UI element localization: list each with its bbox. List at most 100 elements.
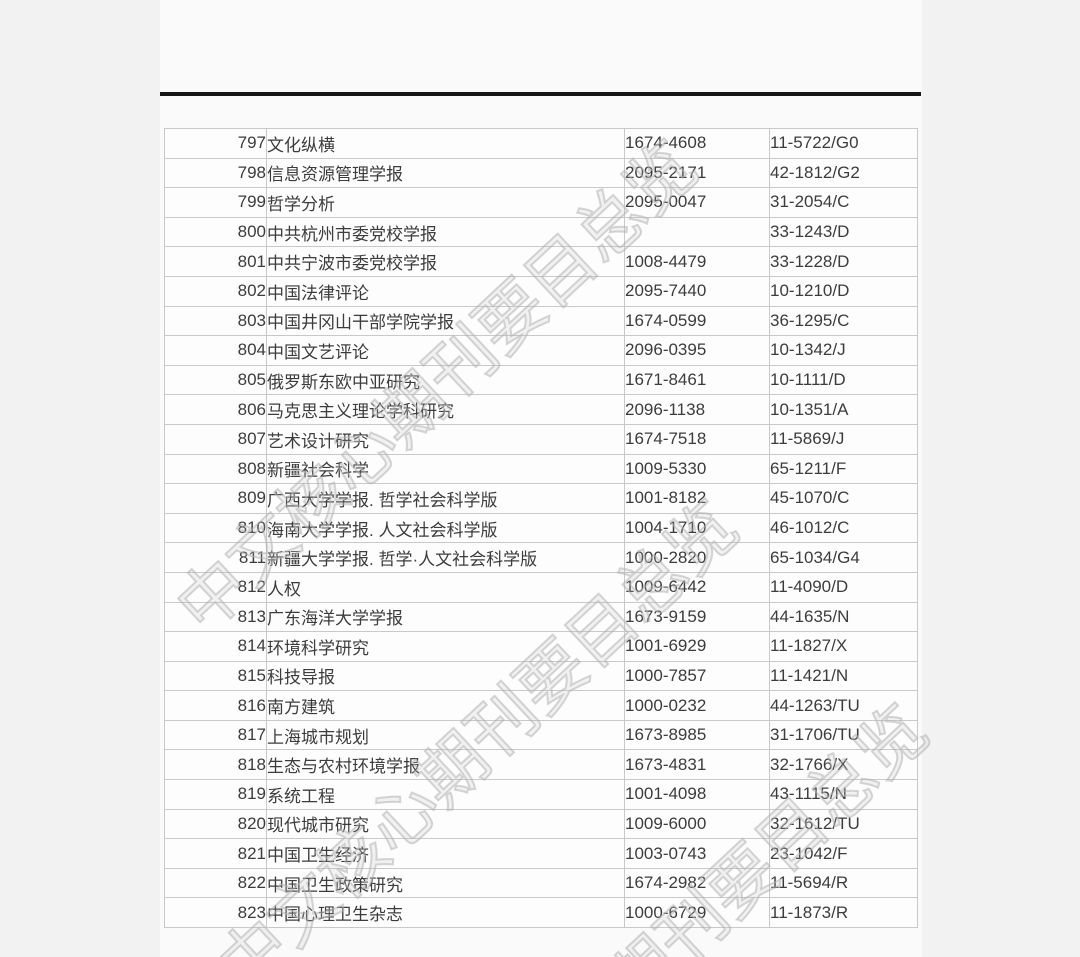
journal-table-body: 797 文化纵横 1674-4608 11-5722/G0 798 信息资源管理学报 209… bbox=[164, 128, 918, 929]
title-cell: 俄罗斯东欧中亚研究 bbox=[266, 364, 625, 396]
title-cell: 南方建筑 bbox=[266, 690, 625, 721]
cn-cell: 65-1034/G4 bbox=[769, 542, 918, 573]
issn-cell: 1000-7857 bbox=[624, 660, 770, 692]
title-cell: 广东海洋大学学报 bbox=[266, 601, 625, 633]
table-row: 807 艺术设计研究 1674-7518 11-5869/J bbox=[164, 423, 918, 455]
title-cell: 中国文艺评论 bbox=[266, 335, 625, 366]
table-row: 811 新疆大学学报. 哲学·人文社会科学版 1000-2820 65-1034/G4 bbox=[164, 542, 918, 573]
issn-cell: 1000-6729 bbox=[624, 897, 770, 929]
issn-cell: 1009-6000 bbox=[624, 808, 770, 840]
table-row: 822 中国卫生政策研究 1674-2982 11-5694/R bbox=[164, 867, 918, 899]
title-cell: 中国法律评论 bbox=[266, 275, 625, 307]
cn-cell: 42-1812/G2 bbox=[769, 157, 918, 189]
seq-cell: 814 bbox=[164, 631, 267, 662]
table-row: 798 信息资源管理学报 2095-2171 42-1812/G2 bbox=[164, 157, 918, 189]
cn-cell: 32-1766/X bbox=[769, 749, 918, 781]
title-cell: 新疆大学学报. 哲学·人文社会科学版 bbox=[266, 542, 625, 573]
title-cell: 广西大学学报. 哲学社会科学版 bbox=[266, 483, 625, 514]
seq-cell: 823 bbox=[164, 897, 267, 929]
cn-cell: 11-1827/X bbox=[769, 631, 918, 662]
journal-table: 797 文化纵横 1674-4608 11-5722/G0 798 信息资源管理学报 209… bbox=[164, 128, 918, 929]
cn-cell: 11-1421/N bbox=[769, 660, 918, 692]
issn-cell: 1671-8461 bbox=[624, 364, 770, 396]
seq-cell: 807 bbox=[164, 423, 267, 455]
seq-cell: 805 bbox=[164, 364, 267, 396]
cn-cell: 11-5869/J bbox=[769, 423, 918, 455]
issn-cell: 2095-0047 bbox=[624, 187, 770, 218]
title-cell: 现代城市研究 bbox=[266, 808, 625, 840]
table-row: 803 中国井冈山干部学院学报 1674-0599 36-1295/C bbox=[164, 305, 918, 337]
table-row: 814 环境科学研究 1001-6929 11-1827/X bbox=[164, 631, 918, 662]
table-row: 816 南方建筑 1000-0232 44-1263/TU bbox=[164, 690, 918, 721]
seq-cell: 812 bbox=[164, 571, 267, 603]
issn-cell: 1001-6929 bbox=[624, 631, 770, 662]
seq-cell: 813 bbox=[164, 601, 267, 633]
seq-cell: 806 bbox=[164, 394, 267, 425]
title-cell: 上海城市规划 bbox=[266, 719, 625, 751]
table-row: 818 生态与农村环境学报 1673-4831 32-1766/X bbox=[164, 749, 918, 781]
issn-cell: 1673-9159 bbox=[624, 601, 770, 633]
issn-cell: 1001-8182 bbox=[624, 483, 770, 514]
title-cell: 艺术设计研究 bbox=[266, 423, 625, 455]
seq-cell: 822 bbox=[164, 867, 267, 899]
table-row: 817 上海城市规划 1673-8985 31-1706/TU bbox=[164, 719, 918, 751]
cn-cell: 46-1012/C bbox=[769, 512, 918, 544]
table-row: 819 系统工程 1001-4098 43-1115/N bbox=[164, 779, 918, 810]
title-cell: 中共杭州市委党校学报 bbox=[266, 216, 625, 248]
title-cell: 中国井冈山干部学院学报 bbox=[266, 305, 625, 337]
top-divider bbox=[160, 92, 921, 96]
seq-cell: 818 bbox=[164, 749, 267, 781]
seq-cell: 803 bbox=[164, 305, 267, 337]
title-cell: 中共宁波市委党校学报 bbox=[266, 246, 625, 277]
title-cell: 系统工程 bbox=[266, 779, 625, 810]
cn-cell: 65-1211/F bbox=[769, 453, 918, 485]
seq-cell: 797 bbox=[164, 128, 267, 159]
seq-cell: 815 bbox=[164, 660, 267, 692]
table-row: 805 俄罗斯东欧中亚研究 1671-8461 10-1111/D bbox=[164, 364, 918, 396]
title-cell: 新疆社会科学 bbox=[266, 453, 625, 485]
title-cell: 中国卫生政策研究 bbox=[266, 867, 625, 899]
cn-cell: 23-1042/F bbox=[769, 838, 918, 869]
cn-cell: 11-5694/R bbox=[769, 867, 918, 899]
seq-cell: 809 bbox=[164, 483, 267, 514]
cn-cell: 10-1351/A bbox=[769, 394, 918, 425]
issn-cell: 1673-8985 bbox=[624, 719, 770, 751]
cn-cell: 43-1115/N bbox=[769, 779, 918, 810]
seq-cell: 798 bbox=[164, 157, 267, 189]
cn-cell: 33-1243/D bbox=[769, 216, 918, 248]
title-cell: 中国卫生经济 bbox=[266, 838, 625, 869]
table-row: 799 哲学分析 2095-0047 31-2054/C bbox=[164, 187, 918, 218]
table-row: 813 广东海洋大学学报 1673-9159 44-1635/N bbox=[164, 601, 918, 633]
seq-cell: 800 bbox=[164, 216, 267, 248]
title-cell: 环境科学研究 bbox=[266, 631, 625, 662]
issn-cell: 1673-4831 bbox=[624, 749, 770, 781]
issn-cell: 1003-0743 bbox=[624, 838, 770, 869]
table-row: 806 马克思主义理论学科研究 2096-1138 10-1351/A bbox=[164, 394, 918, 425]
table-row: 800 中共杭州市委党校学报 33-1243/D bbox=[164, 216, 918, 248]
cn-cell: 10-1210/D bbox=[769, 275, 918, 307]
cn-cell: 33-1228/D bbox=[769, 246, 918, 277]
cn-cell: 31-2054/C bbox=[769, 187, 918, 218]
title-cell: 马克思主义理论学科研究 bbox=[266, 394, 625, 425]
issn-cell bbox=[624, 216, 770, 248]
table-row: 821 中国卫生经济 1003-0743 23-1042/F bbox=[164, 838, 918, 869]
cn-cell: 10-1111/D bbox=[769, 364, 918, 396]
title-cell: 信息资源管理学报 bbox=[266, 157, 625, 189]
issn-cell: 1004-1710 bbox=[624, 512, 770, 544]
seq-cell: 804 bbox=[164, 335, 267, 366]
table-row: 810 海南大学学报. 人文社会科学版 1004-1710 46-1012/C bbox=[164, 512, 918, 544]
issn-cell: 1009-5330 bbox=[624, 453, 770, 485]
cn-cell: 44-1263/TU bbox=[769, 690, 918, 721]
cn-cell: 36-1295/C bbox=[769, 305, 918, 337]
cn-cell: 44-1635/N bbox=[769, 601, 918, 633]
issn-cell: 1674-2982 bbox=[624, 867, 770, 899]
table-row: 804 中国文艺评论 2096-0395 10-1342/J bbox=[164, 335, 918, 366]
cn-cell: 11-5722/G0 bbox=[769, 128, 918, 159]
title-cell: 中国心理卫生杂志 bbox=[266, 897, 625, 929]
seq-cell: 799 bbox=[164, 187, 267, 218]
table-row: 812 人权 1009-6442 11-4090/D bbox=[164, 571, 918, 603]
cn-cell: 10-1342/J bbox=[769, 335, 918, 366]
title-cell: 生态与农村环境学报 bbox=[266, 749, 625, 781]
cn-cell: 31-1706/TU bbox=[769, 719, 918, 751]
